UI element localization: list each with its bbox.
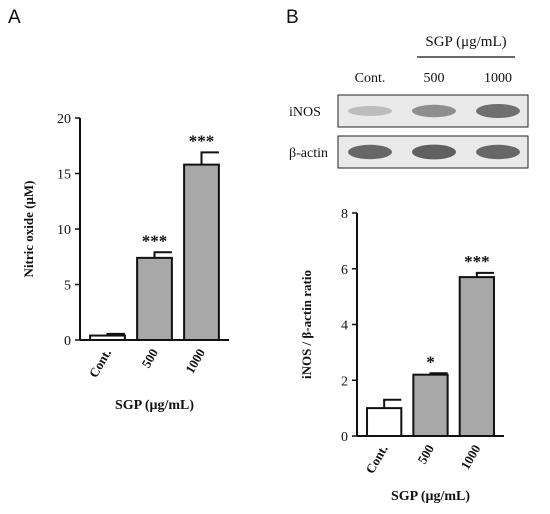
blot-lane-label: 500 bbox=[424, 71, 445, 86]
y-tick-label: 10 bbox=[57, 223, 71, 238]
y-axis-title: iNOS / β-actin ratio bbox=[299, 270, 314, 379]
blot-band bbox=[476, 144, 520, 160]
significance-marker: *** bbox=[189, 131, 215, 150]
y-tick-label: 5 bbox=[64, 279, 71, 294]
x-tick-label: Cont. bbox=[362, 442, 390, 476]
panel-label-a: A bbox=[8, 7, 21, 28]
x-tick-label: 500 bbox=[138, 346, 161, 370]
y-tick-label: 8 bbox=[341, 207, 348, 222]
blot-row-label: iNOS bbox=[289, 105, 321, 120]
blot-band bbox=[348, 144, 392, 160]
blot-lane-label: 1000 bbox=[484, 71, 512, 86]
chart-a: 0 5 10 15 20 Nitric oxide (μM) Cont. *** 500 *** 1… bbox=[21, 112, 229, 413]
x-tick-label: Cont. bbox=[86, 346, 114, 380]
blot-lane-label: Cont. bbox=[355, 71, 386, 86]
bar bbox=[412, 373, 449, 437]
western-blot: SGP (μg/mL) Cont. 500 1000 iNOS β-actin bbox=[289, 34, 529, 169]
blot-band bbox=[412, 144, 456, 160]
blot-lane-labels: Cont. 500 1000 bbox=[355, 71, 512, 86]
chart-b: 0 2 4 6 8 iNOS / β-actin ratio Cont. * 500 *** 100… bbox=[299, 207, 504, 504]
x-tick-label: 1000 bbox=[182, 346, 208, 376]
bar bbox=[89, 334, 126, 341]
bar bbox=[136, 256, 173, 341]
significance-marker: *** bbox=[142, 231, 168, 250]
y-tick-label: 2 bbox=[341, 374, 348, 389]
blot-header-label: SGP (μg/mL) bbox=[425, 34, 506, 50]
x-axis-title: SGP (μg/mL) bbox=[391, 489, 470, 504]
significance-marker: * bbox=[426, 352, 435, 371]
blot-band bbox=[476, 104, 520, 118]
significance-marker: *** bbox=[464, 252, 490, 271]
y-tick-label: 20 bbox=[57, 112, 71, 127]
panel-label-b: B bbox=[286, 7, 299, 28]
blot-rows: iNOS β-actin bbox=[289, 94, 529, 169]
bar bbox=[366, 407, 403, 437]
x-tick-label: 500 bbox=[414, 442, 437, 466]
y-tick-label: 4 bbox=[341, 319, 348, 334]
y-tick-label: 15 bbox=[57, 168, 71, 183]
x-axis-title: SGP (μg/mL) bbox=[115, 398, 194, 413]
bar bbox=[458, 276, 495, 437]
x-tick-label: 1000 bbox=[457, 442, 483, 472]
blot-band bbox=[348, 106, 392, 116]
y-tick-label: 0 bbox=[64, 334, 71, 349]
y-tick-label: 0 bbox=[341, 430, 348, 445]
blot-band bbox=[412, 104, 456, 118]
bar bbox=[183, 163, 220, 341]
blot-row-label: β-actin bbox=[289, 146, 328, 161]
y-tick-label: 6 bbox=[341, 263, 348, 278]
y-axis-title: Nitric oxide (μM) bbox=[21, 181, 36, 278]
